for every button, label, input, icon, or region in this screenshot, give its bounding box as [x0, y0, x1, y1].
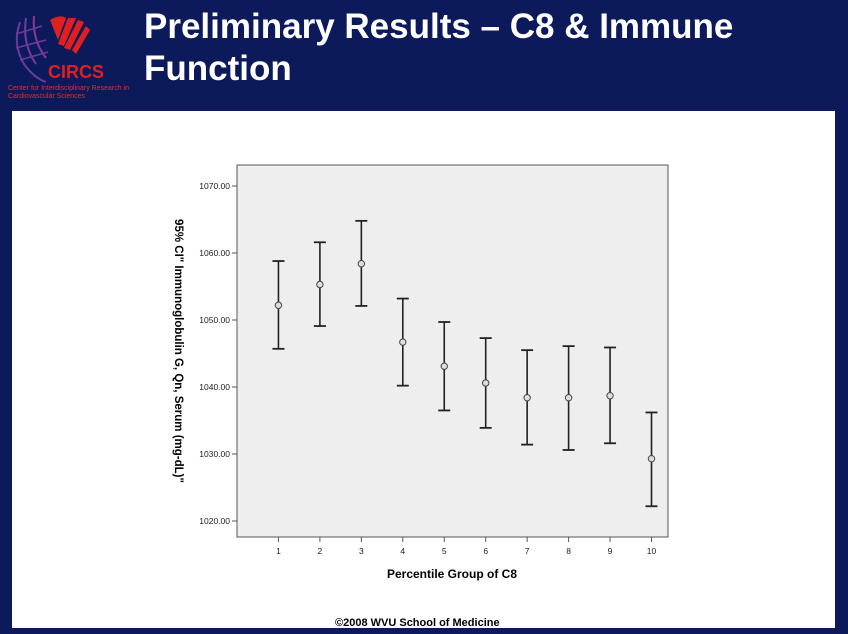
x-tick-label: 2	[318, 546, 323, 556]
error-bar-group	[272, 260, 285, 350]
x-tick-label: 5	[442, 546, 447, 556]
y-tick-label: 1070.00	[199, 181, 230, 191]
x-tick-label: 9	[608, 546, 613, 556]
mean-point	[316, 280, 324, 289]
error-bar-group	[604, 346, 617, 445]
slide-footer: ©2008 WVU School of Medicine	[335, 617, 500, 629]
logo-text: CIRCS	[48, 62, 104, 82]
x-tick-label: 7	[525, 546, 530, 556]
x-tick-label: 10	[647, 546, 657, 556]
x-tick-label: 1	[276, 546, 281, 556]
y-tick-label: 1060.00	[199, 248, 230, 258]
error-bar-group	[313, 241, 326, 327]
error-bar-group	[562, 345, 575, 451]
error-bar-group	[479, 337, 492, 429]
y-tick-label: 1050.00	[199, 315, 230, 325]
mean-point	[440, 362, 448, 370]
x-tick-label: 3	[359, 546, 364, 556]
slide-title: Preliminary Results – C8 & Immune Functi…	[144, 7, 734, 88]
error-bar-group	[645, 411, 658, 508]
y-axis-label: 95% CI" Immunoglobulin G, Qn, Serum (mg-…	[172, 219, 184, 483]
y-tick-label: 1040.00	[199, 382, 230, 392]
x-tick-label: 6	[483, 546, 488, 556]
circs-logo: CIRCS Center for Interdisciplinary Resea…	[6, 8, 142, 102]
error-bar-group	[355, 219, 368, 307]
error-bar-group	[438, 321, 451, 412]
x-tick-label: 8	[566, 546, 571, 556]
x-axis-label: Percentile Group of C8	[387, 567, 517, 581]
mean-point	[357, 260, 366, 268]
mean-point	[274, 301, 283, 309]
mean-point	[482, 379, 490, 387]
chart-plot-area	[236, 164, 669, 538]
mean-point	[523, 394, 531, 402]
mean-point	[564, 394, 573, 402]
mean-point	[647, 454, 656, 463]
mean-point	[606, 392, 614, 400]
mean-point	[399, 338, 407, 346]
error-bar-group	[396, 297, 409, 387]
x-tick-label: 4	[400, 546, 405, 556]
slide-header: CIRCS Center for Interdisciplinary Resea…	[0, 0, 848, 111]
y-tick-label: 1030.00	[199, 449, 230, 459]
logo-subtext: Center for Interdisciplinary Research in…	[8, 85, 129, 100]
error-bar-group	[521, 349, 534, 446]
y-tick-label: 1020.00	[199, 516, 230, 526]
